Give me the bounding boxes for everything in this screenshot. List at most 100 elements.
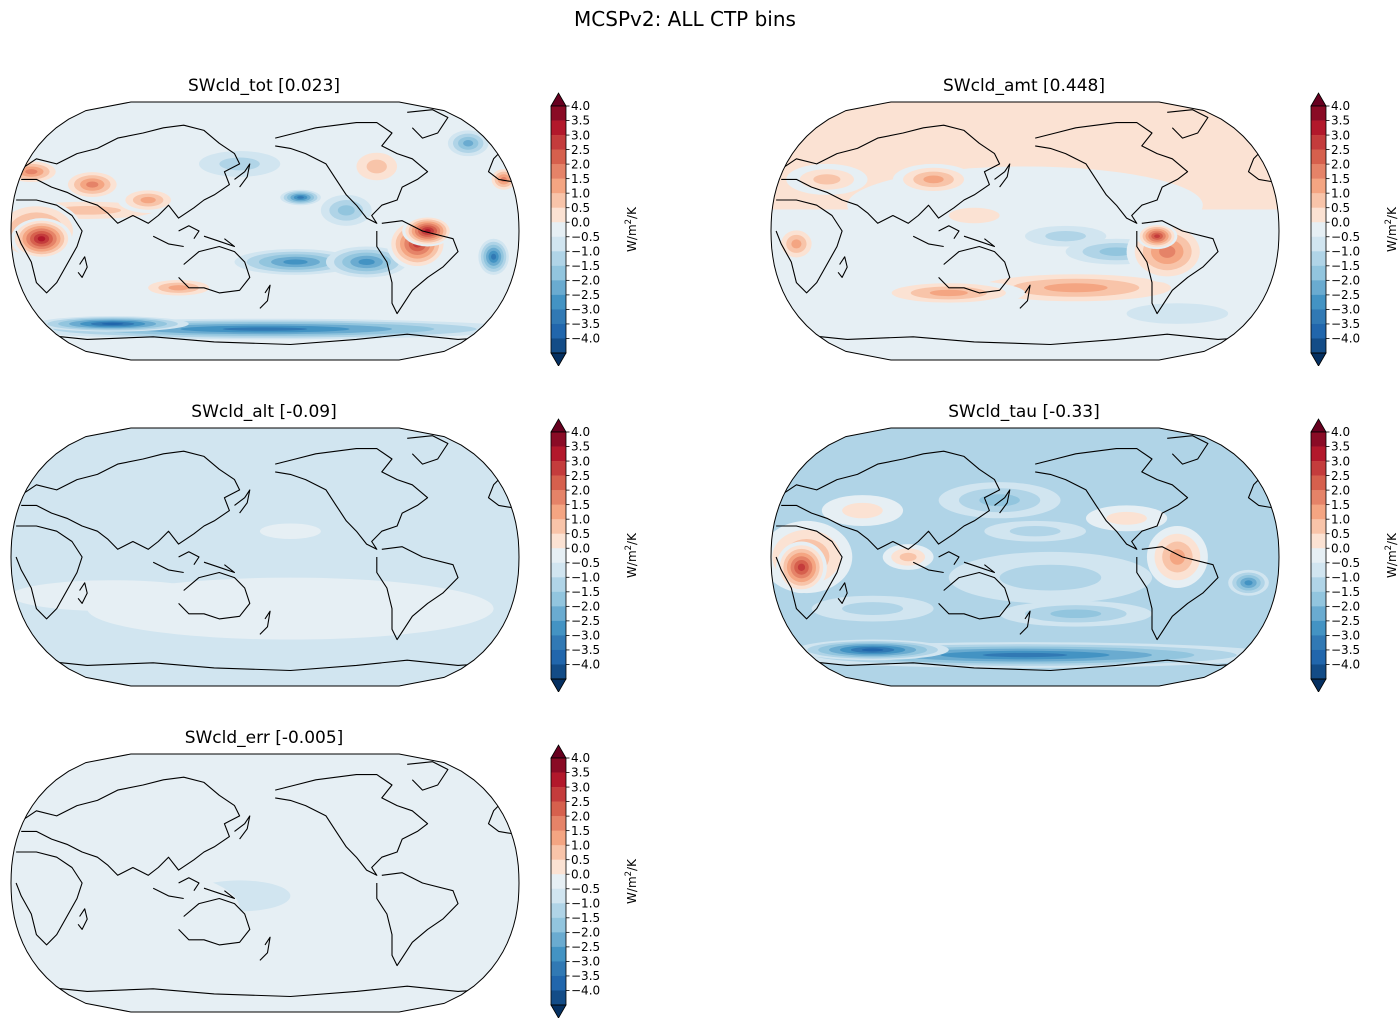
colorbar-tick-label: 0.0 [1331, 215, 1350, 229]
colorbar-tick-label: 1.5 [1331, 498, 1350, 512]
colorbar-segment [1311, 635, 1326, 651]
panel-swcld-amt: SWcld_amt [0.448] 4.0 3.5 3.0 2.5 2.0 1.5 1.0 0… [770, 76, 1400, 366]
coastline [178, 897, 251, 946]
coastline [178, 551, 200, 566]
colorbar-tick-label: −2.5 [571, 288, 600, 302]
colorbar-segment [1311, 519, 1326, 535]
colorbar-segment [551, 265, 566, 281]
colorbar-segment [551, 664, 566, 680]
colorbar-swcld-amt: 4.03.53.02.52.01.51.00.50.0−0.5−1.0−1.5−… [1310, 92, 1399, 366]
colorbar-label: W/m2/K [624, 206, 639, 252]
colorbar-segment [1311, 222, 1326, 238]
coastline [487, 800, 514, 835]
colorbar-segment [1311, 591, 1326, 607]
field-band [11, 535, 519, 558]
coastline [259, 610, 271, 635]
coastline [1035, 448, 1189, 550]
colorbar-tick-label: 1.0 [571, 838, 590, 852]
colorbar-segment [551, 135, 566, 150]
colorbar-tick-label: 1.0 [1331, 512, 1350, 526]
map-outline [770, 427, 1280, 687]
coastline [275, 122, 429, 224]
colorbar-segment [551, 758, 566, 773]
coastline [178, 571, 251, 620]
coastline [837, 256, 848, 278]
colorbar-frame [550, 431, 567, 680]
coastline [15, 199, 83, 294]
anomaly-contour [1009, 526, 1061, 537]
anomaly-contour [283, 259, 308, 265]
anomaly-contour [11, 957, 519, 989]
anomaly-contour [979, 494, 1020, 507]
colorbar-tick-label: 2.0 [571, 157, 590, 171]
coastline [77, 256, 88, 278]
colorbar-label: W/m2/K [624, 858, 639, 904]
coastline [963, 561, 996, 574]
colorbar-tick-label: −1.0 [571, 244, 600, 258]
coastline [796, 659, 1259, 672]
anomaly-contour [797, 563, 806, 572]
anomaly-contour [1169, 549, 1186, 565]
colorbar-extend-min [550, 352, 567, 366]
field-band [11, 338, 519, 360]
coastline [152, 235, 184, 248]
colorbar-segment [551, 932, 566, 948]
coastline [36, 985, 499, 998]
coastline [376, 546, 459, 641]
colorbar-tick-label: −4.0 [1331, 332, 1360, 346]
coastline [15, 525, 83, 620]
colorbar-tick-label: 3.0 [571, 454, 590, 468]
colorbar-tick-label: −3.5 [571, 969, 600, 983]
colorbar-extend-max [1310, 92, 1327, 107]
map-swcld-tot [10, 101, 520, 361]
colorbar-segment [1311, 106, 1326, 121]
anomaly-contour [861, 648, 884, 652]
colorbar-extend-max [550, 92, 567, 107]
colorbar-segment [1311, 490, 1326, 505]
colorbar-tick-label: −1.0 [1331, 244, 1360, 258]
anomaly-contour [36, 870, 240, 948]
colorbar-segment [551, 845, 566, 861]
coastline [775, 525, 843, 620]
colorbar-segment [551, 533, 566, 549]
map-outline [10, 427, 520, 687]
colorbar-swcld-err: 4.03.53.02.52.01.51.00.50.0−0.5−1.0−1.5−… [550, 744, 639, 1018]
colorbar-segment [551, 519, 566, 535]
colorbar-segment [551, 309, 566, 325]
colorbar-swcld-alt: 4.03.53.02.52.01.51.00.50.0−0.5−1.0−1.5−… [550, 418, 639, 692]
field-band [771, 145, 1279, 167]
coastline [275, 774, 429, 876]
coastline [178, 877, 200, 892]
colorbar-tick-label: −4.0 [1331, 658, 1360, 672]
coastline [1247, 474, 1274, 509]
colorbar-label: W/m2/K [624, 532, 639, 578]
colorbar-segment [551, 635, 566, 651]
colorbar-tick-label: −3.5 [1331, 643, 1360, 657]
colorbar-tick-label: −1.5 [1331, 259, 1360, 273]
colorbar-tick-label: −3.0 [571, 955, 600, 969]
colorbar-segment [551, 504, 566, 520]
colorbar-frame [550, 105, 567, 354]
anomaly-contour [791, 239, 802, 249]
colorbar-segment [551, 606, 566, 622]
anomaly-contour [86, 181, 99, 188]
coastline [77, 908, 88, 930]
coastline [275, 448, 429, 550]
colorbar-tick-label: −1.5 [1331, 585, 1360, 599]
colorbar-tick-label: 0.5 [1331, 201, 1350, 215]
coastline [20, 124, 241, 224]
colorbar-segment [551, 562, 566, 578]
colorbar-tick-label: −3.0 [1331, 629, 1360, 643]
coastline [487, 474, 514, 509]
colorbar-extend-min [550, 1004, 567, 1018]
anomaly-contour [982, 652, 1068, 658]
colorbar-segment [551, 874, 566, 890]
coastline [780, 450, 1001, 550]
colorbar-segment [1311, 475, 1326, 491]
coastline [203, 561, 236, 574]
colorbar-tick-label: 2.0 [571, 809, 590, 823]
colorbar-segment [551, 280, 566, 296]
colorbar-segment [551, 772, 566, 788]
panel-title: SWcld_tau [-0.33] [948, 402, 1100, 422]
colorbar-tick-label: −2.0 [571, 274, 600, 288]
